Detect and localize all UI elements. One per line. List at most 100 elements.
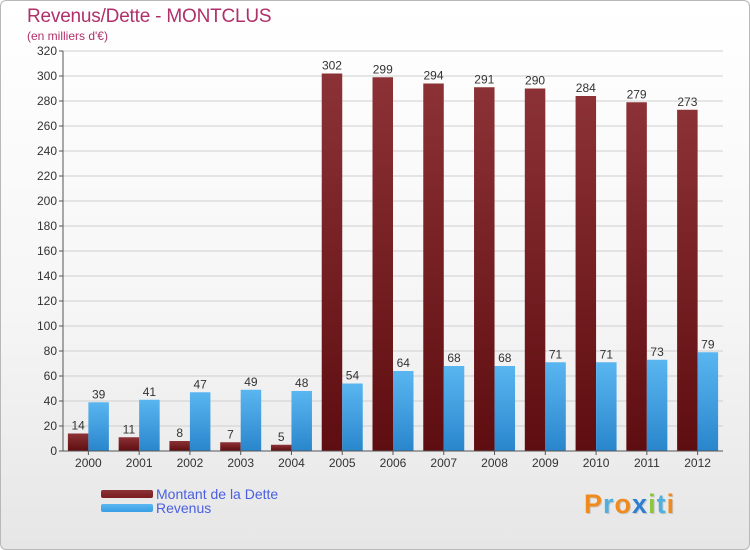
y-tick-label: 60 <box>44 369 58 383</box>
logo-letter: r <box>603 489 615 519</box>
bar-dette <box>321 73 343 451</box>
bar-revenus <box>342 383 363 451</box>
x-tick-label: 2008 <box>481 456 508 470</box>
data-label: 49 <box>244 375 258 389</box>
data-label: 7 <box>227 427 234 441</box>
data-label: 5 <box>278 430 285 444</box>
x-tick-label: 2009 <box>532 456 559 470</box>
bar-revenus <box>443 366 465 451</box>
x-tick-label: 2012 <box>684 456 711 470</box>
logo-letter: x <box>632 489 649 519</box>
data-label: 79 <box>701 337 715 351</box>
legend-label-debt: Montant de la Dette <box>156 486 279 502</box>
y-tick-label: 320 <box>37 44 57 58</box>
x-tick-label: 2005 <box>329 456 356 470</box>
bar-dette <box>677 109 698 451</box>
bar-dette <box>626 102 647 451</box>
x-tick-label: 2007 <box>430 456 457 470</box>
bar-dette <box>169 441 190 451</box>
data-label: 299 <box>373 62 393 76</box>
y-tick-label: 80 <box>44 344 58 358</box>
bar-dette <box>423 83 444 451</box>
data-label: 73 <box>650 345 664 359</box>
data-label: 54 <box>346 369 360 383</box>
data-labels: 14 39 11 41 8 47 7 49 5 48 302 54 299 64 294 68 291 68 290… <box>71 59 714 444</box>
axes <box>62 51 723 452</box>
logo-letter: P <box>584 489 604 519</box>
bar-revenus <box>291 391 312 451</box>
bar-revenus <box>596 362 617 451</box>
y-tick-label: 220 <box>37 169 57 183</box>
y-axis-ticks: 0 20 40 60 80 100 120 140 160 180 200 220 240 260 280 3… <box>37 44 63 458</box>
data-label: 47 <box>193 377 207 391</box>
data-label: 279 <box>627 87 647 101</box>
bar-revenus <box>88 402 109 451</box>
data-label: 290 <box>525 74 545 88</box>
data-label: 64 <box>397 356 411 370</box>
bar-dette <box>372 77 393 451</box>
chart-subtitle: (en milliers d'€) <box>27 29 108 43</box>
x-tick-label: 2003 <box>227 456 254 470</box>
bar-revenus <box>189 392 211 451</box>
data-label: 273 <box>677 95 697 109</box>
data-label: 8 <box>176 426 183 440</box>
data-label: 41 <box>143 385 157 399</box>
y-tick-label: 240 <box>37 144 57 158</box>
data-label: 48 <box>295 376 309 390</box>
x-tick-label: 2010 <box>583 456 610 470</box>
data-label: 11 <box>123 422 136 436</box>
data-label: 294 <box>424 69 444 83</box>
data-label: 302 <box>322 59 342 73</box>
y-tick-label: 120 <box>37 294 57 308</box>
data-label: 71 <box>549 347 563 361</box>
logo-letter: o <box>614 489 633 519</box>
data-label: 71 <box>600 347 614 361</box>
bar-dette <box>118 437 140 451</box>
legend-swatch-revenus <box>101 504 153 512</box>
data-label: 68 <box>447 351 461 365</box>
y-tick-label: 200 <box>37 194 57 208</box>
data-label: 39 <box>92 387 106 401</box>
chart-title: Revenus/Dette - MONTCLUS <box>27 6 272 27</box>
bar-revenus <box>393 371 414 451</box>
bar-dette <box>270 444 292 451</box>
y-tick-label: 0 <box>50 444 57 458</box>
y-tick-label: 280 <box>37 94 57 108</box>
x-tick-label: 2000 <box>75 456 102 470</box>
x-tick-label: 2006 <box>380 456 407 470</box>
bar-dette <box>67 433 89 451</box>
data-label: 284 <box>576 81 596 95</box>
y-tick-label: 300 <box>37 69 57 83</box>
bar-revenus <box>646 359 668 451</box>
proxiti-logo: Proxiti <box>584 489 675 520</box>
bar-revenus <box>139 399 160 451</box>
data-label: 68 <box>498 351 512 365</box>
data-label: 291 <box>474 72 494 86</box>
y-tick-label: 180 <box>37 219 57 233</box>
logo-letter: i <box>648 489 657 519</box>
bar-dette <box>524 88 546 451</box>
x-axis-ticks: 2000 2001 2002 2003 2004 2005 2006 2007 2008 2009… <box>75 451 711 470</box>
bar-revenus <box>697 352 719 451</box>
bar-revenus <box>240 389 262 451</box>
y-tick-label: 100 <box>37 319 57 333</box>
y-tick-label: 140 <box>37 269 57 283</box>
legend-swatch-debt <box>101 490 153 498</box>
x-tick-label: 2001 <box>126 456 153 470</box>
bar-dette <box>575 96 597 451</box>
logo-letter: t <box>656 489 667 519</box>
y-tick-label: 40 <box>44 394 58 408</box>
y-tick-label: 160 <box>37 244 57 258</box>
legend-label-revenus: Revenus <box>156 500 212 516</box>
data-label: 14 <box>71 419 85 433</box>
bar-revenus <box>545 362 566 451</box>
y-tick-label: 20 <box>44 419 58 433</box>
y-tick-label: 260 <box>37 119 57 133</box>
bar-dette <box>474 87 495 451</box>
bar-dette <box>220 442 241 451</box>
bar-revenus <box>494 366 516 451</box>
x-tick-label: 2004 <box>278 456 305 470</box>
logo-letter: i <box>666 489 676 519</box>
